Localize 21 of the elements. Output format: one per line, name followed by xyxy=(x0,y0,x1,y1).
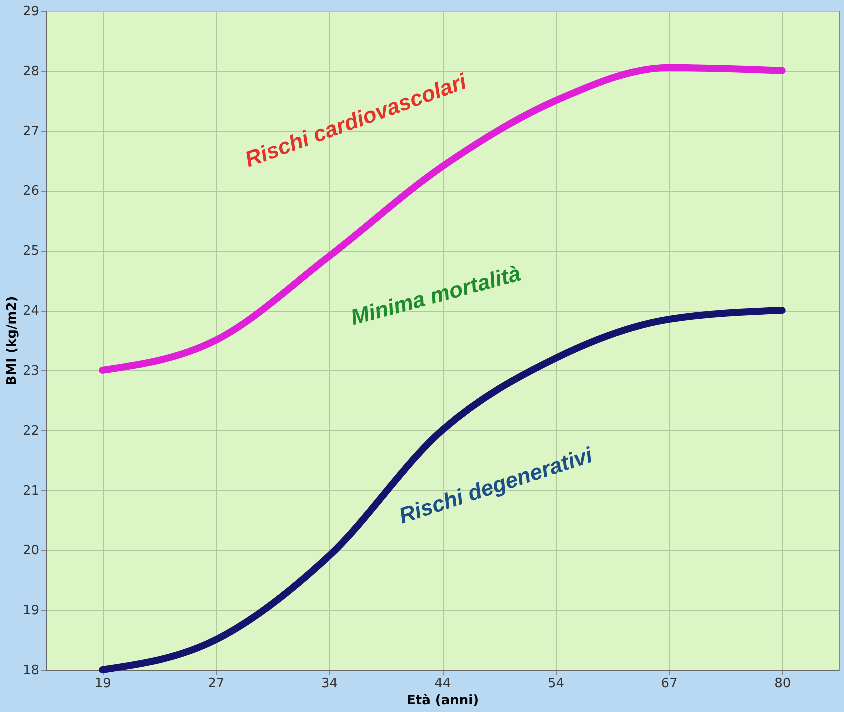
y-tick-label: 29 xyxy=(22,4,40,20)
y-tick-label: 20 xyxy=(22,544,40,559)
x-axis-title: Età (anni) xyxy=(406,694,480,708)
x-tick-label: 44 xyxy=(434,676,452,692)
x-tick-label: 67 xyxy=(661,676,678,692)
y-axis-title: BMI (kg/m2) xyxy=(4,296,20,386)
y-tick-label: 24 xyxy=(22,304,40,320)
y-tick-label: 21 xyxy=(22,484,40,499)
y-tick-label: 28 xyxy=(22,64,40,80)
y-tick-label: 23 xyxy=(22,364,40,379)
y-tick-label: 25 xyxy=(22,244,40,260)
y-tick-label: 27 xyxy=(22,124,40,140)
x-tick-label: 27 xyxy=(208,676,225,692)
y-tick-label: 19 xyxy=(22,604,40,619)
x-tick-label: 34 xyxy=(321,676,338,692)
x-tick-label: 54 xyxy=(548,676,565,692)
x-tick-label: 80 xyxy=(774,676,792,692)
y-tick-label: 22 xyxy=(22,424,40,439)
y-tick-label: 18 xyxy=(22,664,40,678)
y-tick-label: 26 xyxy=(22,184,40,200)
x-tick-label: 19 xyxy=(94,676,112,692)
